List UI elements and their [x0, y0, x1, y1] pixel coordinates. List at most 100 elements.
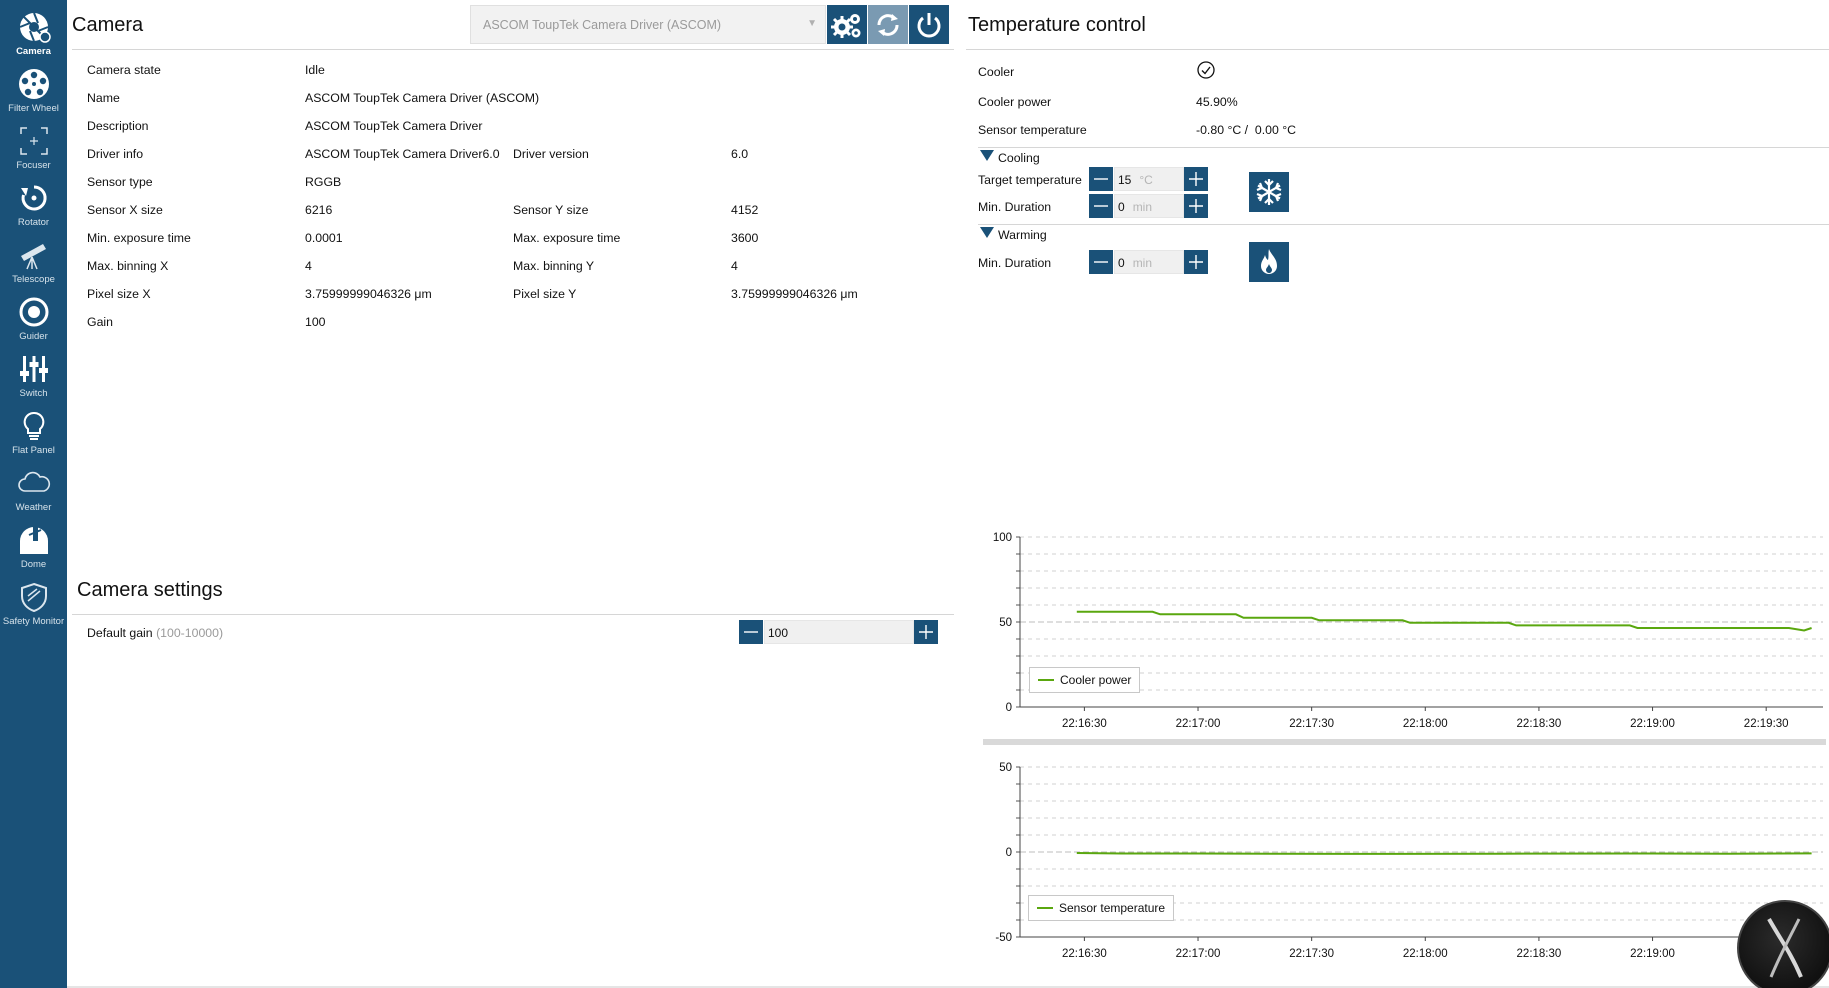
pixel-size-y-value: 3.75999999046326 μm [731, 287, 858, 301]
sensor-temperature-chart: 50 0 -50 22:16:30 22:17:00 22:17:30 22:18:00 22… [983, 745, 1826, 970]
default-gain-input[interactable]: 100 [764, 620, 914, 644]
target-temperature-decrement-button[interactable] [1089, 167, 1113, 191]
sidebar-item-label: Switch [19, 388, 48, 399]
gain-label: Gain [87, 315, 113, 329]
target-temperature-increment-button[interactable] [1184, 167, 1208, 191]
camera-settings-title: Camera settings [77, 579, 223, 601]
target-temperature-unit: °C [1139, 173, 1153, 187]
target-temperature-label: Target temperature [978, 173, 1082, 187]
cooling-divider [978, 147, 1829, 148]
chevron-down-icon: ▼ [807, 18, 817, 29]
camera-refresh-button[interactable] [868, 5, 908, 44]
sidebar-item-guider[interactable]: Guider [0, 285, 67, 342]
sensor-temperature-x-tick-label: 22:16:30 [1062, 948, 1107, 960]
camera-disconnect-button[interactable] [909, 5, 949, 44]
max-exposure-label: Max. exposure time [513, 231, 621, 245]
cooler-power-legend: Cooler power [1029, 667, 1141, 693]
sidebar-item-switch[interactable]: Switch [0, 342, 67, 399]
shield-icon [17, 580, 51, 614]
cooling-duration-unit: min [1132, 200, 1153, 214]
sidebar-item-label: Dome [20, 559, 47, 570]
sidebar-item-focuser[interactable]: Focuser [0, 114, 67, 171]
sensor-temperature-legend: Sensor temperature [1028, 895, 1175, 921]
cooler-power-y-tick-label: 0 [1006, 702, 1012, 714]
cloud-icon [17, 466, 51, 500]
sidebar-item-label: Telescope [12, 274, 55, 285]
camera-description-value: ASCOM ToupTek Camera Driver [305, 119, 483, 133]
sidebar-item-dome[interactable]: Dome [0, 513, 67, 570]
default-gain-label-text: Default gain [87, 626, 153, 640]
sensor-temperature-label: Sensor temperature [978, 123, 1087, 137]
default-gain-decrement-button[interactable] [739, 620, 763, 644]
target-temperature-input[interactable]: 15 °C [1114, 167, 1184, 191]
camera-name-value: ASCOM ToupTek Camera Driver (ASCOM) [305, 91, 540, 105]
legend-swatch [1038, 679, 1054, 681]
sidebar-item-flat-panel[interactable]: Flat Panel [0, 399, 67, 456]
refresh-icon [877, 13, 899, 36]
sidebar-item-camera[interactable]: Camera [0, 0, 67, 57]
sensor-temperature-x-tick-label: 22:18:30 [1517, 948, 1562, 960]
min-exposure-label: Min. exposure time [87, 231, 191, 245]
sensor-type-label: Sensor type [87, 175, 153, 189]
cooler-power-label: Cooler power [978, 95, 1052, 109]
target-temperature-value: 15 [1118, 173, 1132, 187]
telescope-icon [17, 238, 51, 272]
cooler-power-series-line [1076, 610, 1812, 632]
cooling-duration-decrement-button[interactable] [1089, 194, 1113, 218]
cooling-duration-increment-button[interactable] [1184, 194, 1208, 218]
start-cooling-button[interactable] [1249, 172, 1289, 212]
sidebar-item-label: Rotator [17, 217, 50, 228]
cooling-expander[interactable]: Cooling [980, 150, 1040, 165]
sidebar-item-safety-monitor[interactable]: Safety Monitor [0, 570, 67, 627]
chart-splitter[interactable] [983, 739, 1826, 745]
cooler-power-x-tick-label: 22:16:30 [1062, 718, 1107, 730]
sidebar-item-filter-wheel[interactable]: Filter Wheel [0, 57, 67, 114]
warming-duration-input[interactable]: 0 min [1114, 250, 1184, 274]
plus-icon [1189, 172, 1203, 186]
sidebar-item-label: Weather [15, 502, 52, 513]
start-warming-button[interactable] [1249, 242, 1289, 282]
min-exposure-value: 0.0001 [305, 231, 343, 245]
plus-icon [1189, 199, 1203, 213]
cooler-power-x-tick-label: 22:18:00 [1403, 718, 1448, 730]
sidebar-item-label: Focuser [16, 160, 51, 171]
max-exposure-value: 3600 [731, 231, 759, 245]
warming-divider [978, 224, 1829, 225]
driver-version-value: 6.0 [731, 147, 749, 161]
cooler-power-x-tick-label: 22:19:00 [1630, 718, 1675, 730]
plus-icon [1189, 255, 1203, 269]
nina-logo-button[interactable] [1737, 900, 1829, 988]
sidebar-item-telescope[interactable]: Telescope [0, 228, 67, 285]
sensor-x-size-value: 6216 [305, 203, 333, 217]
expander-triangle-icon [980, 150, 994, 165]
sidebar-item-label: Guider [19, 331, 48, 342]
sensor-temperature-y-tick-label: 50 [999, 762, 1012, 774]
plus-icon [919, 625, 933, 639]
sidebar-item-weather[interactable]: Weather [0, 456, 67, 513]
camera-panel-title: Camera [72, 14, 144, 36]
max-binning-y-label: Max. binning Y [513, 259, 595, 273]
camera-settings-button[interactable] [827, 5, 867, 44]
cooler-power-x-tick-label: 22:17:00 [1176, 718, 1221, 730]
sidebar: Camera Filter Wheel Focuser Rotator Tele… [0, 0, 67, 988]
cooler-power-chart: 100 50 0 22:16:30 22:17:00 22:17:30 22:18:00 22… [983, 515, 1826, 740]
sidebar-item-rotator[interactable]: Rotator [0, 171, 67, 228]
warming-duration-increment-button[interactable] [1184, 250, 1208, 274]
camera-aperture-icon [17, 10, 51, 44]
bottom-border [67, 986, 1829, 988]
rotator-icon [17, 181, 51, 215]
sensor-temperature-y-tick-label: -50 [995, 932, 1012, 944]
cooler-label: Cooler [978, 65, 1015, 79]
cooling-duration-input[interactable]: 0 min [1114, 194, 1184, 218]
warming-expander[interactable]: Warming [980, 227, 1047, 242]
sensor-temperature-y-tick-label: 0 [1006, 847, 1012, 859]
default-gain-increment-button[interactable] [914, 620, 938, 644]
driver-version-label: Driver version [513, 147, 589, 161]
camera-device-select[interactable]: ASCOM ToupTek Camera Driver (ASCOM) ▼ [470, 5, 826, 44]
sidebar-item-label: Flat Panel [12, 445, 55, 456]
cooler-power-legend-label: Cooler power [1060, 673, 1132, 687]
gears-icon [831, 13, 861, 38]
camera-state-value: Idle [305, 63, 325, 77]
max-binning-y-value: 4 [731, 259, 738, 273]
warming-duration-decrement-button[interactable] [1089, 250, 1113, 274]
